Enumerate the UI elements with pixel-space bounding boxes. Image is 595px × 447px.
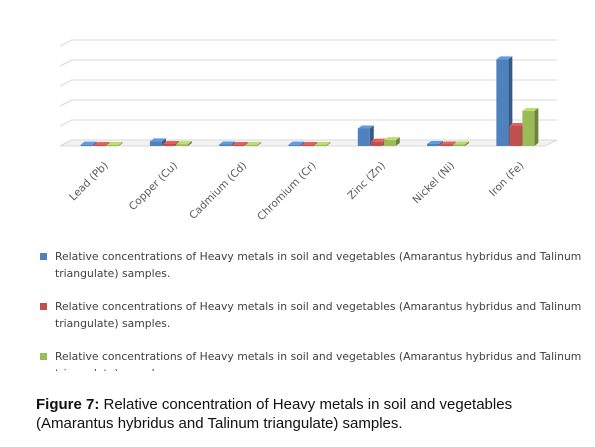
legend-swatch-series-1 (40, 253, 47, 260)
legend-swatch-series-2 (40, 303, 47, 310)
bar-front (106, 145, 119, 146)
bar-chart: Lead (Pb) Copper (Cu) Cadmium (Cd) Chromium… (59, 39, 558, 223)
bar-front (440, 144, 453, 146)
bar-top (496, 56, 513, 60)
bar-side (187, 141, 192, 146)
bar-side (231, 141, 236, 146)
bar-front (357, 128, 370, 146)
bar-top (219, 141, 236, 145)
gridline (59, 79, 557, 87)
gridline (59, 119, 557, 127)
bar-front (93, 145, 106, 146)
bar-top (232, 142, 249, 145)
bar-side (395, 137, 400, 146)
bar-top (245, 142, 262, 145)
bar-front (453, 144, 466, 146)
gridlines (59, 39, 557, 147)
bar-top (175, 141, 192, 145)
bar-1-3 (219, 141, 236, 146)
x-tick-label: Chromium (Cr) (255, 160, 318, 223)
bar-top (522, 108, 539, 111)
legend-item-series-1: Relative concentrations of Heavy metals … (40, 248, 585, 282)
legend-label-series-2: Relative concentrations of Heavy metals … (55, 300, 582, 330)
bar-front (370, 141, 383, 146)
bar-top (440, 141, 457, 145)
bar-front (245, 145, 258, 146)
bar-front (301, 145, 314, 146)
bar-1-7 (496, 56, 513, 147)
legend: Relative concentrations of Heavy metals … (40, 248, 585, 371)
bar-side (118, 142, 123, 146)
bar-top (453, 141, 470, 145)
bar-side (508, 56, 513, 147)
legend-item-series-3: Relative concentrations of Heavy metals … (40, 348, 585, 371)
figure-caption-label: Figure 7: (36, 396, 100, 413)
bar-front (314, 145, 327, 146)
bar-front (522, 111, 535, 146)
legend-label-series-3: Relative concentrations of Heavy metals … (55, 350, 582, 371)
bar-top (383, 137, 400, 141)
bar-3-2 (175, 141, 192, 146)
bar-top (301, 142, 318, 145)
bar-3-6 (453, 141, 470, 146)
bar-top (149, 138, 166, 142)
bar-3-4 (314, 142, 331, 146)
bar-front (288, 144, 301, 146)
bar-front (509, 126, 522, 146)
bar-front (80, 144, 93, 146)
bar-side (465, 141, 470, 146)
bar-top (370, 138, 387, 142)
bar-3-1 (106, 142, 123, 146)
bar-top (509, 123, 526, 126)
x-tick-labels: Lead (Pb) Copper (Cu) Cadmium (Cd) Chromium… (67, 160, 526, 223)
bar-side (326, 142, 331, 146)
gridline (59, 59, 557, 67)
bar-front (175, 144, 188, 146)
legend-label-series-1: Relative concentrations of Heavy metals … (55, 250, 582, 280)
x-tick-label: Lead (Pb) (67, 160, 111, 204)
legend-item-series-2: Relative concentrations of Heavy metals … (40, 298, 585, 332)
bar-front (383, 140, 396, 146)
bar-front (219, 144, 232, 146)
bar-3-5 (383, 137, 400, 146)
bar-1-4 (288, 141, 305, 146)
bar-3-3 (245, 142, 262, 146)
bar-top (106, 142, 123, 145)
bar-top (162, 141, 179, 144)
bar-front (427, 144, 440, 146)
bar-top (80, 141, 97, 145)
bar-top (314, 142, 331, 145)
x-tick-label: Cadmium (Cd) (187, 160, 249, 222)
bar-top (427, 141, 444, 144)
bar-side (300, 141, 305, 146)
bar-top (357, 125, 374, 129)
bar-front (496, 59, 509, 147)
bars (80, 56, 539, 147)
x-tick-label: Zinc (Zn) (346, 160, 388, 202)
gridline (59, 99, 557, 107)
bar-front (232, 145, 245, 146)
legend-swatch-series-3 (40, 353, 47, 360)
bar-front (162, 144, 175, 146)
x-tick-label: Iron (Fe) (487, 160, 526, 199)
bar-side (534, 108, 539, 146)
bar-1-1 (80, 141, 97, 146)
bar-top (288, 141, 305, 145)
x-tick-label: Copper (Cu) (127, 160, 180, 213)
figure-caption-text: Relative concentration of Heavy metals i… (36, 396, 513, 432)
gridline (59, 39, 557, 47)
x-tick-label: Nickel (Ni) (411, 160, 458, 207)
bar-top (93, 142, 110, 145)
bar-side (92, 141, 97, 146)
bar-front (149, 141, 162, 146)
figure-caption: Figure 7: Relative concentration of Heav… (36, 395, 586, 433)
bar-3-7 (522, 108, 539, 146)
bar-side (257, 142, 262, 146)
